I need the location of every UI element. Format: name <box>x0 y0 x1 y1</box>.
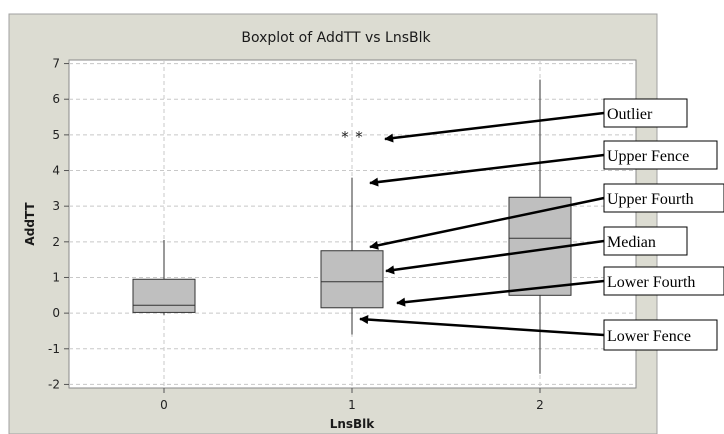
annotation-layer: Outlier Upper Fence Upper Fourth Median Lowe… <box>359 98 724 351</box>
x-tick-label: 1 <box>348 398 356 412</box>
annotation-lower-fence: Lower Fence <box>359 315 718 351</box>
annotation-arrow <box>369 153 605 187</box>
annotation-box <box>603 226 688 256</box>
annotation-box <box>603 98 688 128</box>
outlier-marker: * <box>341 128 349 146</box>
box <box>320 250 384 309</box>
outlier-marker: * <box>355 128 363 146</box>
y-tick-label: 0 <box>52 306 60 320</box>
annotation-label: Lower Fourth <box>607 274 695 291</box>
annotation-arrow <box>384 111 605 143</box>
annotation-box <box>603 266 724 296</box>
annotation-upper-fence: Upper Fence <box>369 140 718 187</box>
annotation-arrow <box>396 279 605 307</box>
x-tick-label: 0 <box>160 398 168 412</box>
y-tick-label: 6 <box>52 92 60 106</box>
axis-layer: -2 -1 0 1 2 3 4 5 6 7 0 1 2 <box>48 57 544 412</box>
y-tick-label: 4 <box>52 164 60 178</box>
box-group-0 <box>132 240 196 315</box>
annotation-box <box>603 183 724 213</box>
y-tick-label: 7 <box>52 57 60 71</box>
y-tick-label: -2 <box>48 377 60 391</box>
annotation-label: Median <box>607 234 656 251</box>
annotation-label: Upper Fourth <box>607 191 694 208</box>
chart-title: Boxplot of AddTT vs LnsBlk <box>241 30 431 46</box>
annotation-box <box>603 319 718 351</box>
annotation-median: Median <box>385 226 688 275</box>
x-tick-label: 2 <box>536 398 544 412</box>
annotation-label: Outlier <box>607 106 653 123</box>
annotation-outlier: Outlier <box>384 98 688 143</box>
annotation-lower-fourth: Lower Fourth <box>396 266 724 307</box>
y-tick-label: 1 <box>52 270 60 284</box>
y-tick-label: 3 <box>52 199 60 213</box>
annotation-upper-fourth: Upper Fourth <box>369 183 724 250</box>
annotation-label: Upper Fence <box>607 148 689 165</box>
box <box>132 278 196 313</box>
y-tick-label: 2 <box>52 235 60 249</box>
box-group-1: * * <box>320 128 384 335</box>
y-tick-label: -1 <box>48 342 60 356</box>
x-axis-label: LnsBlk <box>330 417 376 431</box>
annotation-arrow <box>369 196 605 250</box>
annotation-arrow <box>385 239 605 275</box>
annotation-label: Lower Fence <box>607 328 691 345</box>
annotation-arrow <box>359 315 605 337</box>
y-axis-label: AddTT <box>23 202 37 246</box>
y-tick-label: 5 <box>52 128 60 142</box>
annotation-box <box>603 140 718 170</box>
